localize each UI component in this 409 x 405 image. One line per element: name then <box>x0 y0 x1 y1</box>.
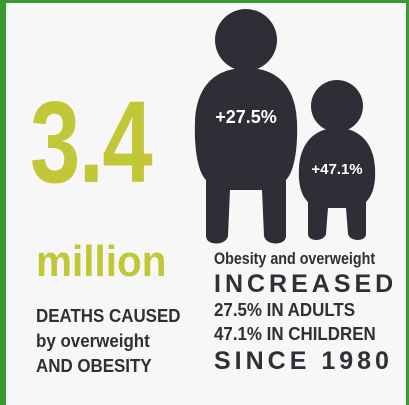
child-percent-label: +47.1% <box>311 161 362 178</box>
deaths-caption-line-1: DEATHS CAUSED <box>36 306 181 326</box>
child-silhouette-icon <box>298 80 376 240</box>
deaths-caption-line-3: AND OBESITY <box>36 356 152 376</box>
increase-caption-line-4: 47.1% IN CHILDREN <box>214 324 376 344</box>
increase-caption: Obesity and overweight INCREASED 27.5% I… <box>214 248 398 376</box>
increase-caption-line-1: Obesity and overweight <box>214 249 376 268</box>
increase-caption-line-3: 27.5% IN ADULTS <box>214 300 356 320</box>
adult-percent-label: +27.5% <box>215 107 277 127</box>
headline-number: 3.4 <box>30 77 153 207</box>
deaths-caption: DEATHS CAUSED by overweight AND OBESITY <box>36 304 211 379</box>
headline-unit: million <box>36 237 167 286</box>
increase-caption-line-5: SINCE 1980 <box>214 347 393 375</box>
deaths-caption-line-2: by overweight <box>36 331 150 351</box>
increase-caption-line-2: INCREASED <box>214 270 398 298</box>
adult-silhouette-icon <box>194 9 298 244</box>
